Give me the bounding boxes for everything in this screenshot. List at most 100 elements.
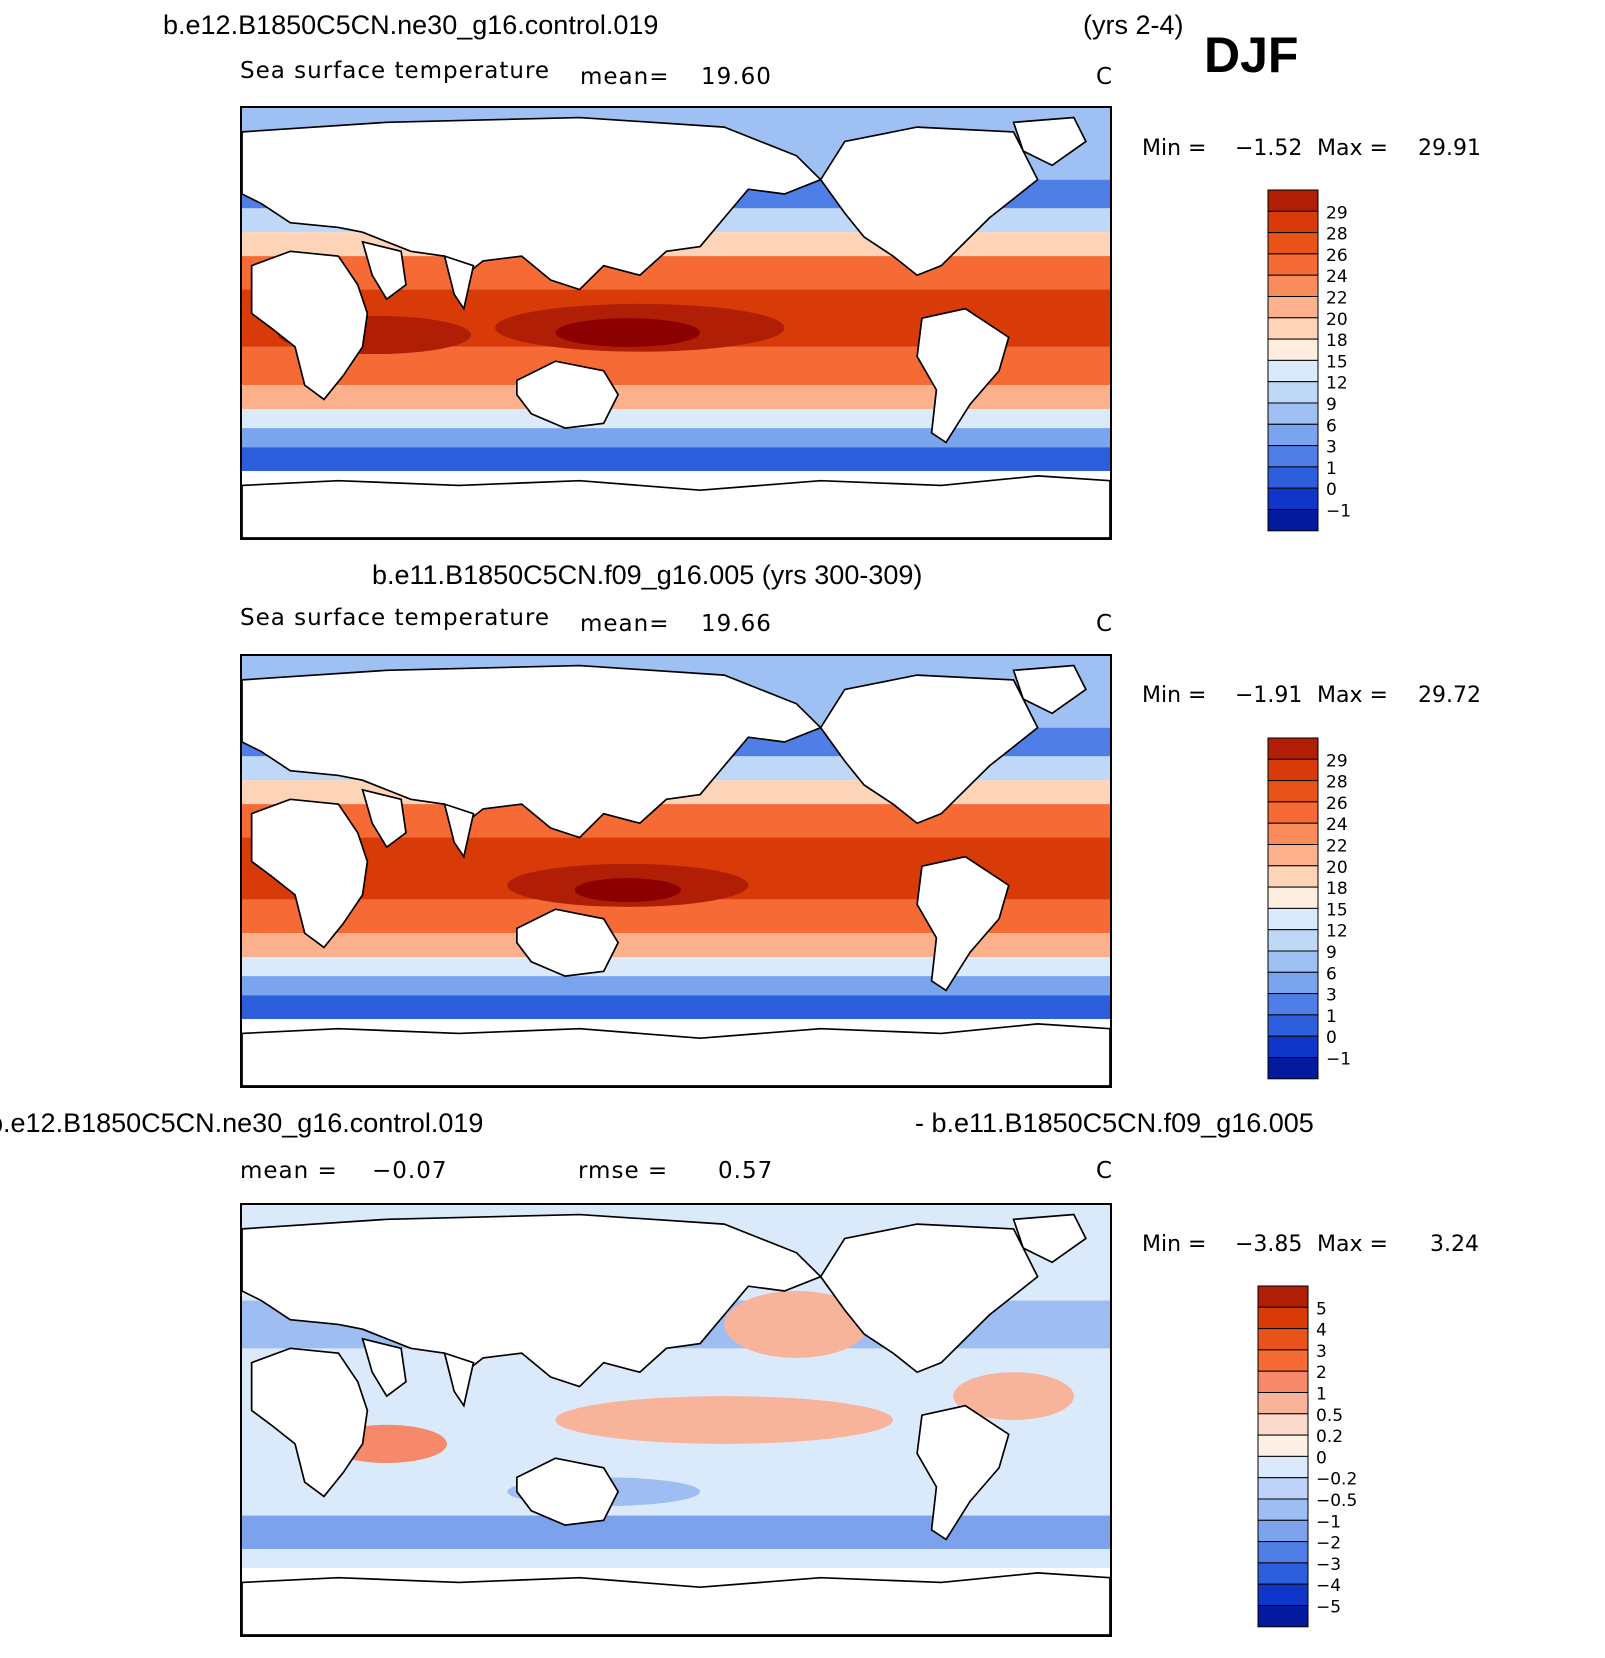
panel3-colorbar-swatch — [1257, 1583, 1309, 1607]
panel3-rmse-label: rmse = — [578, 1158, 669, 1184]
panel3-colorbar-swatch — [1257, 1370, 1309, 1393]
panel2-colorbar-label: −1 — [1326, 1050, 1351, 1070]
years-label: (yrs 2-4) — [1083, 10, 1184, 40]
panel2-map-svg — [242, 656, 1110, 1086]
panel2-colorbar-swatch — [1267, 971, 1319, 995]
panel1-map-svg — [242, 108, 1110, 538]
panel1-colorbar-swatch — [1267, 210, 1319, 234]
panel2-colorbar-swatch — [1267, 822, 1319, 845]
panel2-title: b.e11.B1850C5CN.f09_g16.005 (yrs 300-309… — [372, 560, 923, 590]
panel1-mean-value: 19.60 — [701, 64, 772, 90]
panel2-colorbar-label: 1 — [1326, 1007, 1337, 1027]
panel3-colorbar-label: −5 — [1316, 1598, 1341, 1618]
panel1-colorbar-label: 12 — [1326, 374, 1348, 394]
panel2-colorbar-swatch — [1267, 844, 1319, 867]
panel3-colorbar-swatch — [1257, 1306, 1309, 1330]
panel1-colorbar-swatch — [1267, 445, 1319, 468]
panel2-colorbar-swatch — [1267, 737, 1319, 760]
panel3-colorbar-label: −3 — [1316, 1555, 1341, 1575]
panel3-colorbar-swatch — [1257, 1605, 1309, 1628]
panel2-colorbar-swatch — [1267, 950, 1319, 973]
panel3-colorbar-label: 2 — [1316, 1363, 1327, 1383]
panel3-colorbar-label: −1 — [1316, 1512, 1341, 1532]
panel2-variable: Sea surface temperature — [240, 605, 551, 631]
panel3-colorbar-label: −2 — [1316, 1534, 1341, 1554]
panel2-colorbar-label: 0 — [1326, 1028, 1337, 1048]
panel3-max-label: Max = — [1317, 1232, 1388, 1257]
panel2-colorbar-label: 18 — [1326, 879, 1348, 899]
panel3-colorbar-label: 3 — [1316, 1342, 1327, 1362]
panel1-colorbar-swatch — [1267, 338, 1319, 361]
panel2-max-label: Max = — [1317, 683, 1388, 708]
panel3-colorbar-label: 0.5 — [1316, 1406, 1343, 1426]
season-label: DJF — [1204, 27, 1299, 83]
panel2-colorbar-label: 28 — [1326, 773, 1348, 793]
panel3-colorbar-label: 1 — [1316, 1385, 1327, 1405]
panel1-colorbar-swatch — [1267, 402, 1319, 425]
panel3-colorbar-swatch — [1257, 1328, 1309, 1351]
panel3-mean-value: −0.07 — [372, 1158, 448, 1184]
panel2-min-label: Min = — [1142, 683, 1207, 708]
panel2-colorbar-label: 26 — [1326, 794, 1348, 814]
panel3-colorbar-swatch — [1257, 1392, 1309, 1415]
panel1-colorbar-swatch — [1267, 296, 1319, 319]
panel3-map — [240, 1203, 1112, 1637]
panel1-colorbar-label: 26 — [1326, 246, 1348, 266]
panel3-mean-label: mean = — [240, 1158, 338, 1184]
panel3-max-value: 3.24 — [1430, 1232, 1479, 1257]
panel3-units: C — [1096, 1158, 1114, 1184]
panel1-colorbar-swatch — [1267, 509, 1319, 532]
panel1-mean-label: mean= — [580, 64, 670, 90]
panel1-colorbar-swatch — [1267, 274, 1319, 297]
panel2-colorbar-swatch — [1267, 907, 1319, 931]
panel3-map-svg — [242, 1205, 1110, 1635]
panel2-colorbar-swatch — [1267, 1057, 1319, 1080]
panel3-colorbar-swatch — [1257, 1562, 1309, 1585]
panel3-colorbar-label: −0.5 — [1316, 1491, 1357, 1511]
panel1-colorbar-swatch — [1267, 359, 1319, 383]
panel2-max-value: 29.72 — [1418, 683, 1481, 708]
panel2-colorbar-swatch — [1267, 1014, 1319, 1037]
panel1-min-value: −1.52 — [1235, 136, 1303, 161]
panel2-map — [240, 654, 1112, 1088]
panel2-colorbar-label: 12 — [1326, 922, 1348, 942]
panel1-units: C — [1096, 64, 1114, 90]
panel2-colorbar-swatch — [1267, 993, 1319, 1016]
panel2-mean-label: mean= — [580, 611, 670, 637]
panel2-units: C — [1096, 611, 1114, 637]
panel3-colorbar-swatch — [1257, 1434, 1309, 1457]
panel1-colorbar-label: 20 — [1326, 310, 1348, 330]
panel1-variable: Sea surface temperature — [240, 58, 551, 84]
panel3-colorbar-swatch — [1257, 1541, 1309, 1564]
panel2-min-value: −1.91 — [1235, 683, 1303, 708]
panel1-colorbar-swatch — [1267, 466, 1319, 489]
panel3-colorbar-swatch — [1257, 1413, 1309, 1436]
panel3-min-value: −3.85 — [1235, 1232, 1303, 1257]
panel3-colorbar-label: −4 — [1316, 1576, 1341, 1596]
panel2-colorbar-swatch — [1267, 865, 1319, 888]
panel3-colorbar-swatch — [1257, 1477, 1309, 1500]
panel2-colorbar-swatch — [1267, 801, 1319, 824]
panel2-colorbar-swatch — [1267, 929, 1319, 952]
panel1-colorbar-label: 3 — [1326, 438, 1337, 458]
panel1-map — [240, 106, 1112, 540]
panel2-colorbar-label: 22 — [1326, 837, 1348, 857]
panel1-min-label: Min = — [1142, 136, 1207, 161]
panel3-rmse-value: 0.57 — [718, 1158, 774, 1184]
panel3-colorbar-label: 5 — [1316, 1299, 1327, 1319]
panel2-colorbar-label: 24 — [1326, 815, 1348, 835]
panel2-colorbar-label: 15 — [1326, 900, 1348, 920]
panel3-colorbar-swatch — [1257, 1285, 1309, 1308]
panel3-colorbar-swatch — [1257, 1455, 1309, 1479]
panel2-colorbar-label: 6 — [1326, 964, 1337, 984]
panel1-colorbar-label: 6 — [1326, 416, 1337, 436]
panel2-colorbar-swatch — [1267, 758, 1319, 782]
panel2-colorbar-swatch — [1267, 886, 1319, 909]
panel1-colorbar-swatch — [1267, 189, 1319, 212]
panel1-colorbar-label: 15 — [1326, 352, 1348, 372]
panel2-colorbar-swatch — [1267, 780, 1319, 803]
panel1-colorbar-swatch — [1267, 487, 1319, 511]
panel1-colorbar-swatch — [1267, 253, 1319, 276]
panel1-colorbar-label: 29 — [1326, 203, 1348, 223]
